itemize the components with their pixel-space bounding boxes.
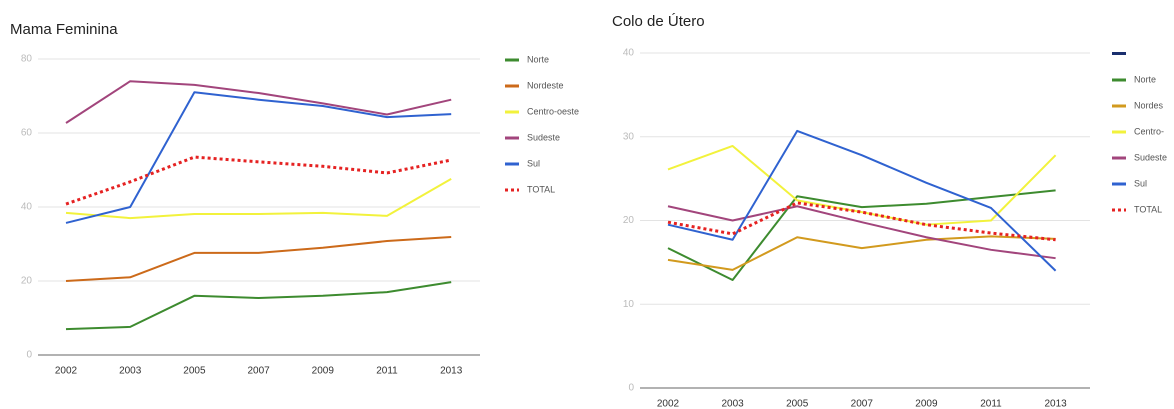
series-line <box>65 80 452 124</box>
legend-label: Norte <box>1134 74 1156 84</box>
x-tick-label: 2009 <box>312 366 335 377</box>
y-tick-label: 40 <box>21 202 33 213</box>
series-line <box>65 235 452 282</box>
x-tick-label: 2009 <box>915 399 938 409</box>
x-tick-label: 2005 <box>183 366 206 377</box>
y-tick-label: 40 <box>623 48 635 59</box>
series-line <box>65 281 452 331</box>
legend-label: Sudeste <box>527 132 560 142</box>
y-tick-label: 80 <box>21 54 33 65</box>
x-tick-label: 2011 <box>980 399 1002 409</box>
series-line <box>667 144 1057 226</box>
series-line <box>667 189 1056 281</box>
legend-label: Nordes <box>1134 100 1164 110</box>
legend-label: TOTAL <box>1134 204 1162 214</box>
y-tick-label: 20 <box>623 215 635 226</box>
x-tick-label: 2011 <box>376 366 398 377</box>
y-tick-label: 30 <box>623 131 635 142</box>
series-line <box>65 91 452 224</box>
y-tick-label: 60 <box>21 128 33 139</box>
y-tick-label: 20 <box>21 276 33 287</box>
legend-label: Centro-oeste <box>527 106 579 116</box>
series-line <box>65 178 452 220</box>
series-line <box>667 205 1056 260</box>
legend-label: Nordeste <box>527 80 564 90</box>
legend-label: TOTAL <box>527 184 555 194</box>
legend-label: Norte <box>527 54 549 64</box>
x-tick-label: 2003 <box>119 366 142 377</box>
legend-swatch <box>1112 52 1126 55</box>
x-tick-label: 2002 <box>55 366 78 377</box>
series-line <box>667 129 1057 272</box>
chart-title: Colo de Útero <box>612 13 705 30</box>
y-tick-label: 10 <box>623 299 635 310</box>
y-tick-label: 0 <box>26 350 32 361</box>
legend-label: Sul <box>527 158 540 168</box>
x-tick-label: 2002 <box>657 399 680 409</box>
x-tick-label: 2005 <box>786 399 809 409</box>
series-line <box>65 155 452 206</box>
x-tick-label: 2003 <box>721 399 744 409</box>
series-line <box>667 235 1056 271</box>
chart-title: Mama Feminina <box>10 21 118 38</box>
legend-label: Sul <box>1134 178 1147 188</box>
x-tick-label: 2013 <box>440 366 463 377</box>
legend-label: Centro- <box>1134 126 1164 136</box>
x-tick-label: 2007 <box>851 399 874 409</box>
legend-label: Sudeste <box>1134 152 1167 162</box>
y-tick-label: 0 <box>628 383 634 394</box>
x-tick-label: 2007 <box>247 366 270 377</box>
x-tick-label: 2013 <box>1044 399 1067 409</box>
